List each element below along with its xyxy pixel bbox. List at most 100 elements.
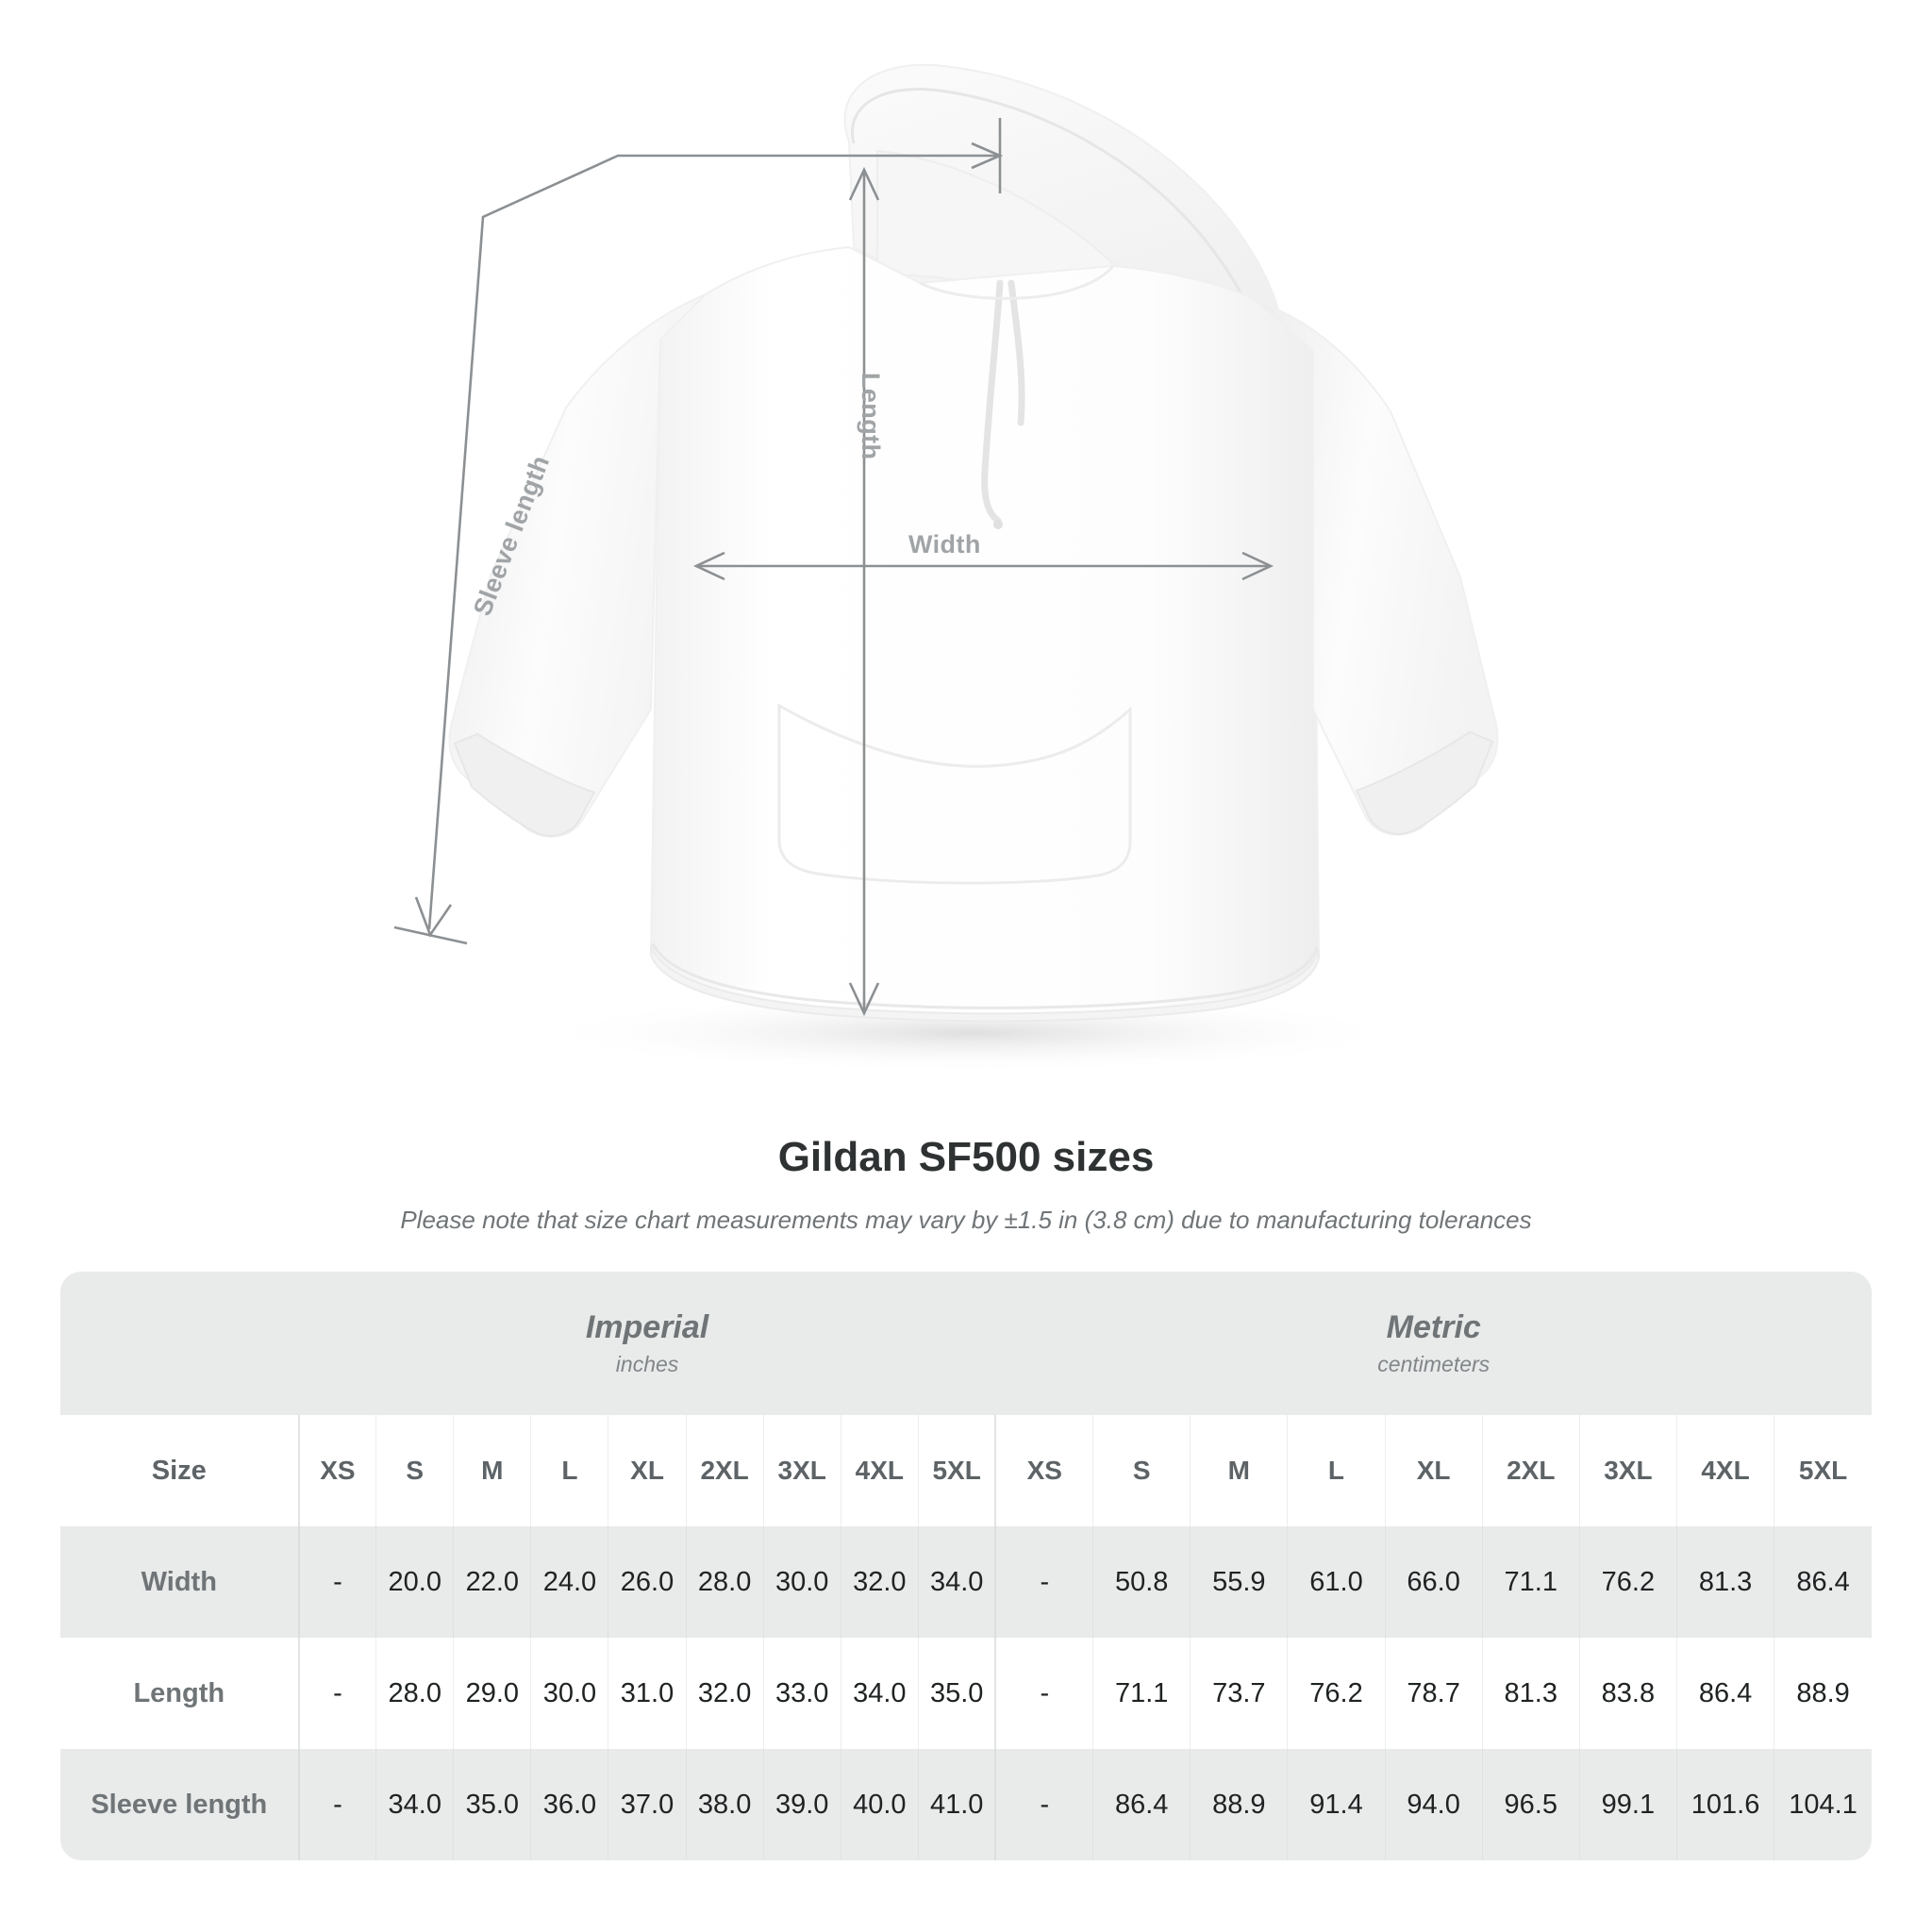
drawstring-left xyxy=(981,279,1004,525)
cell-sleeve-metric-2xl: 96.5 xyxy=(1481,1749,1580,1860)
unit-metric-sub: centimeters xyxy=(1377,1352,1491,1377)
cell-sleeve-metric-m: 88.9 xyxy=(1190,1749,1288,1860)
cell-sleeve-imperial-3xl: 39.0 xyxy=(762,1749,841,1860)
right-sleeve xyxy=(1254,299,1499,836)
sleeve-length-line xyxy=(427,154,778,930)
col-header-metric-xs: XS xyxy=(994,1415,1093,1526)
cell-width-imperial-l: 24.0 xyxy=(530,1526,608,1638)
cell-width-metric-5xl: 86.4 xyxy=(1774,1526,1872,1638)
cell-sleeve-imperial-5xl: 41.0 xyxy=(917,1749,996,1860)
cell-width-imperial-s: 20.0 xyxy=(375,1526,454,1638)
cell-length-imperial-2xl: 32.0 xyxy=(685,1638,764,1749)
unit-header-row: Imperial inches Metric centimeters xyxy=(60,1272,1872,1415)
cell-width-imperial-2xl: 28.0 xyxy=(685,1526,764,1638)
tolerance-note: Please note that size chart measurements… xyxy=(400,1206,1532,1234)
cell-width-metric-m: 55.9 xyxy=(1190,1526,1288,1638)
cell-length-metric-l: 76.2 xyxy=(1287,1638,1386,1749)
hem-line xyxy=(651,942,1319,1009)
col-header-metric-3xl: 3XL xyxy=(1578,1415,1677,1526)
cell-sleeve-imperial-m: 35.0 xyxy=(453,1749,531,1860)
right-cuff xyxy=(1355,730,1494,835)
cell-width-imperial-xs: - xyxy=(297,1526,376,1638)
size-header-label: Size xyxy=(60,1415,299,1526)
row-label-width: Width xyxy=(60,1526,299,1638)
cell-length-metric-s: 71.1 xyxy=(1092,1638,1191,1749)
cell-length-metric-2xl: 81.3 xyxy=(1481,1638,1580,1749)
cell-length-imperial-4xl: 34.0 xyxy=(840,1638,919,1749)
unit-metric-title: Metric xyxy=(1386,1308,1481,1345)
unit-imperial-title: Imperial xyxy=(585,1308,709,1345)
page-title: Gildan SF500 sizes xyxy=(777,1134,1155,1180)
cell-sleeve-metric-5xl: 104.1 xyxy=(1774,1749,1872,1860)
col-header-metric-5xl: 5XL xyxy=(1774,1415,1872,1526)
width-arrowhead-right xyxy=(1241,551,1274,581)
col-header-imperial-l: L xyxy=(530,1415,608,1526)
unit-metric-cell: Metric centimeters xyxy=(995,1272,1872,1415)
col-header-metric-m: M xyxy=(1190,1415,1288,1526)
col-header-metric-xl: XL xyxy=(1384,1415,1483,1526)
col-header-imperial-m: M xyxy=(453,1415,531,1526)
unit-imperial-sub: inches xyxy=(615,1352,679,1377)
cell-length-imperial-l: 30.0 xyxy=(530,1638,608,1749)
cell-length-imperial-xl: 31.0 xyxy=(608,1638,687,1749)
cell-sleeve-imperial-xl: 37.0 xyxy=(608,1749,687,1860)
table-row-width: Width - 20.0 22.0 24.0 26.0 28.0 30.0 32… xyxy=(60,1526,1872,1638)
cell-length-metric-m: 73.7 xyxy=(1190,1638,1288,1749)
length-measure-label: Length xyxy=(857,373,885,460)
cell-width-imperial-4xl: 32.0 xyxy=(840,1526,919,1638)
col-header-imperial-3xl: 3XL xyxy=(762,1415,841,1526)
table-row-sleeve-length: Sleeve length - 34.0 35.0 36.0 37.0 38.0… xyxy=(60,1749,1872,1860)
cell-width-metric-l: 61.0 xyxy=(1287,1526,1386,1638)
cell-sleeve-imperial-l: 36.0 xyxy=(530,1749,608,1860)
cell-sleeve-metric-s: 86.4 xyxy=(1092,1749,1191,1860)
row-label-length: Length xyxy=(60,1638,299,1749)
cell-length-metric-3xl: 83.8 xyxy=(1578,1638,1677,1749)
cell-sleeve-imperial-2xl: 38.0 xyxy=(685,1749,764,1860)
col-header-imperial-xs: XS xyxy=(297,1415,376,1526)
cell-sleeve-metric-3xl: 99.1 xyxy=(1578,1749,1677,1860)
length-arrowhead-top xyxy=(848,166,880,201)
cell-width-metric-3xl: 76.2 xyxy=(1578,1526,1677,1638)
col-header-imperial-4xl: 4XL xyxy=(840,1415,919,1526)
col-header-imperial-5xl: 5XL xyxy=(917,1415,996,1526)
unit-spacer xyxy=(60,1272,299,1415)
left-sleeve xyxy=(448,293,707,838)
row-label-sleeve-length: Sleeve length xyxy=(60,1749,299,1860)
size-header-row: Size XS S M L XL 2XL 3XL 4XL 5XL XS S M … xyxy=(60,1415,1872,1526)
size-table: Imperial inches Metric centimeters Size … xyxy=(60,1272,1872,1860)
size-table-container: Imperial inches Metric centimeters Size … xyxy=(60,1272,1872,1860)
measurement-lines xyxy=(393,118,1274,1017)
width-measure-label: Width xyxy=(908,530,981,558)
length-arrowhead-bottom xyxy=(848,982,880,1017)
col-header-metric-s: S xyxy=(1092,1415,1191,1526)
hem-band xyxy=(650,944,1320,1023)
cell-sleeve-metric-xl: 94.0 xyxy=(1384,1749,1483,1860)
cell-width-metric-xl: 66.0 xyxy=(1384,1526,1483,1638)
col-header-imperial-s: S xyxy=(375,1415,454,1526)
cell-sleeve-metric-l: 91.4 xyxy=(1287,1749,1386,1860)
drawstring-tip-left xyxy=(993,520,1003,529)
cell-length-imperial-m: 29.0 xyxy=(453,1638,531,1749)
col-header-imperial-2xl: 2XL xyxy=(685,1415,764,1526)
cell-length-metric-xl: 78.7 xyxy=(1384,1638,1483,1749)
cell-width-imperial-3xl: 30.0 xyxy=(762,1526,841,1638)
width-arrowhead-left xyxy=(692,551,725,581)
hood-inner-edge xyxy=(851,88,1260,348)
table-row-length: Length - 28.0 29.0 30.0 31.0 32.0 33.0 3… xyxy=(60,1638,1872,1749)
sleeve-arrowhead xyxy=(414,896,453,938)
cell-length-metric-4xl: 86.4 xyxy=(1675,1638,1774,1749)
hoodie-body xyxy=(649,245,1321,1019)
cell-length-imperial-xs: - xyxy=(297,1638,376,1749)
cell-sleeve-imperial-4xl: 40.0 xyxy=(840,1749,919,1860)
cell-width-metric-xs: - xyxy=(994,1526,1093,1638)
cell-sleeve-imperial-s: 34.0 xyxy=(375,1749,454,1860)
cell-width-metric-s: 50.8 xyxy=(1092,1526,1191,1638)
cell-length-imperial-5xl: 35.0 xyxy=(917,1638,996,1749)
cell-sleeve-imperial-xs: - xyxy=(297,1749,376,1860)
cell-width-metric-2xl: 71.1 xyxy=(1481,1526,1580,1638)
cell-length-metric-xs: - xyxy=(994,1638,1093,1749)
cell-length-imperial-3xl: 33.0 xyxy=(762,1638,841,1749)
kangaroo-pocket xyxy=(777,703,1132,885)
cell-width-imperial-m: 22.0 xyxy=(453,1526,531,1638)
